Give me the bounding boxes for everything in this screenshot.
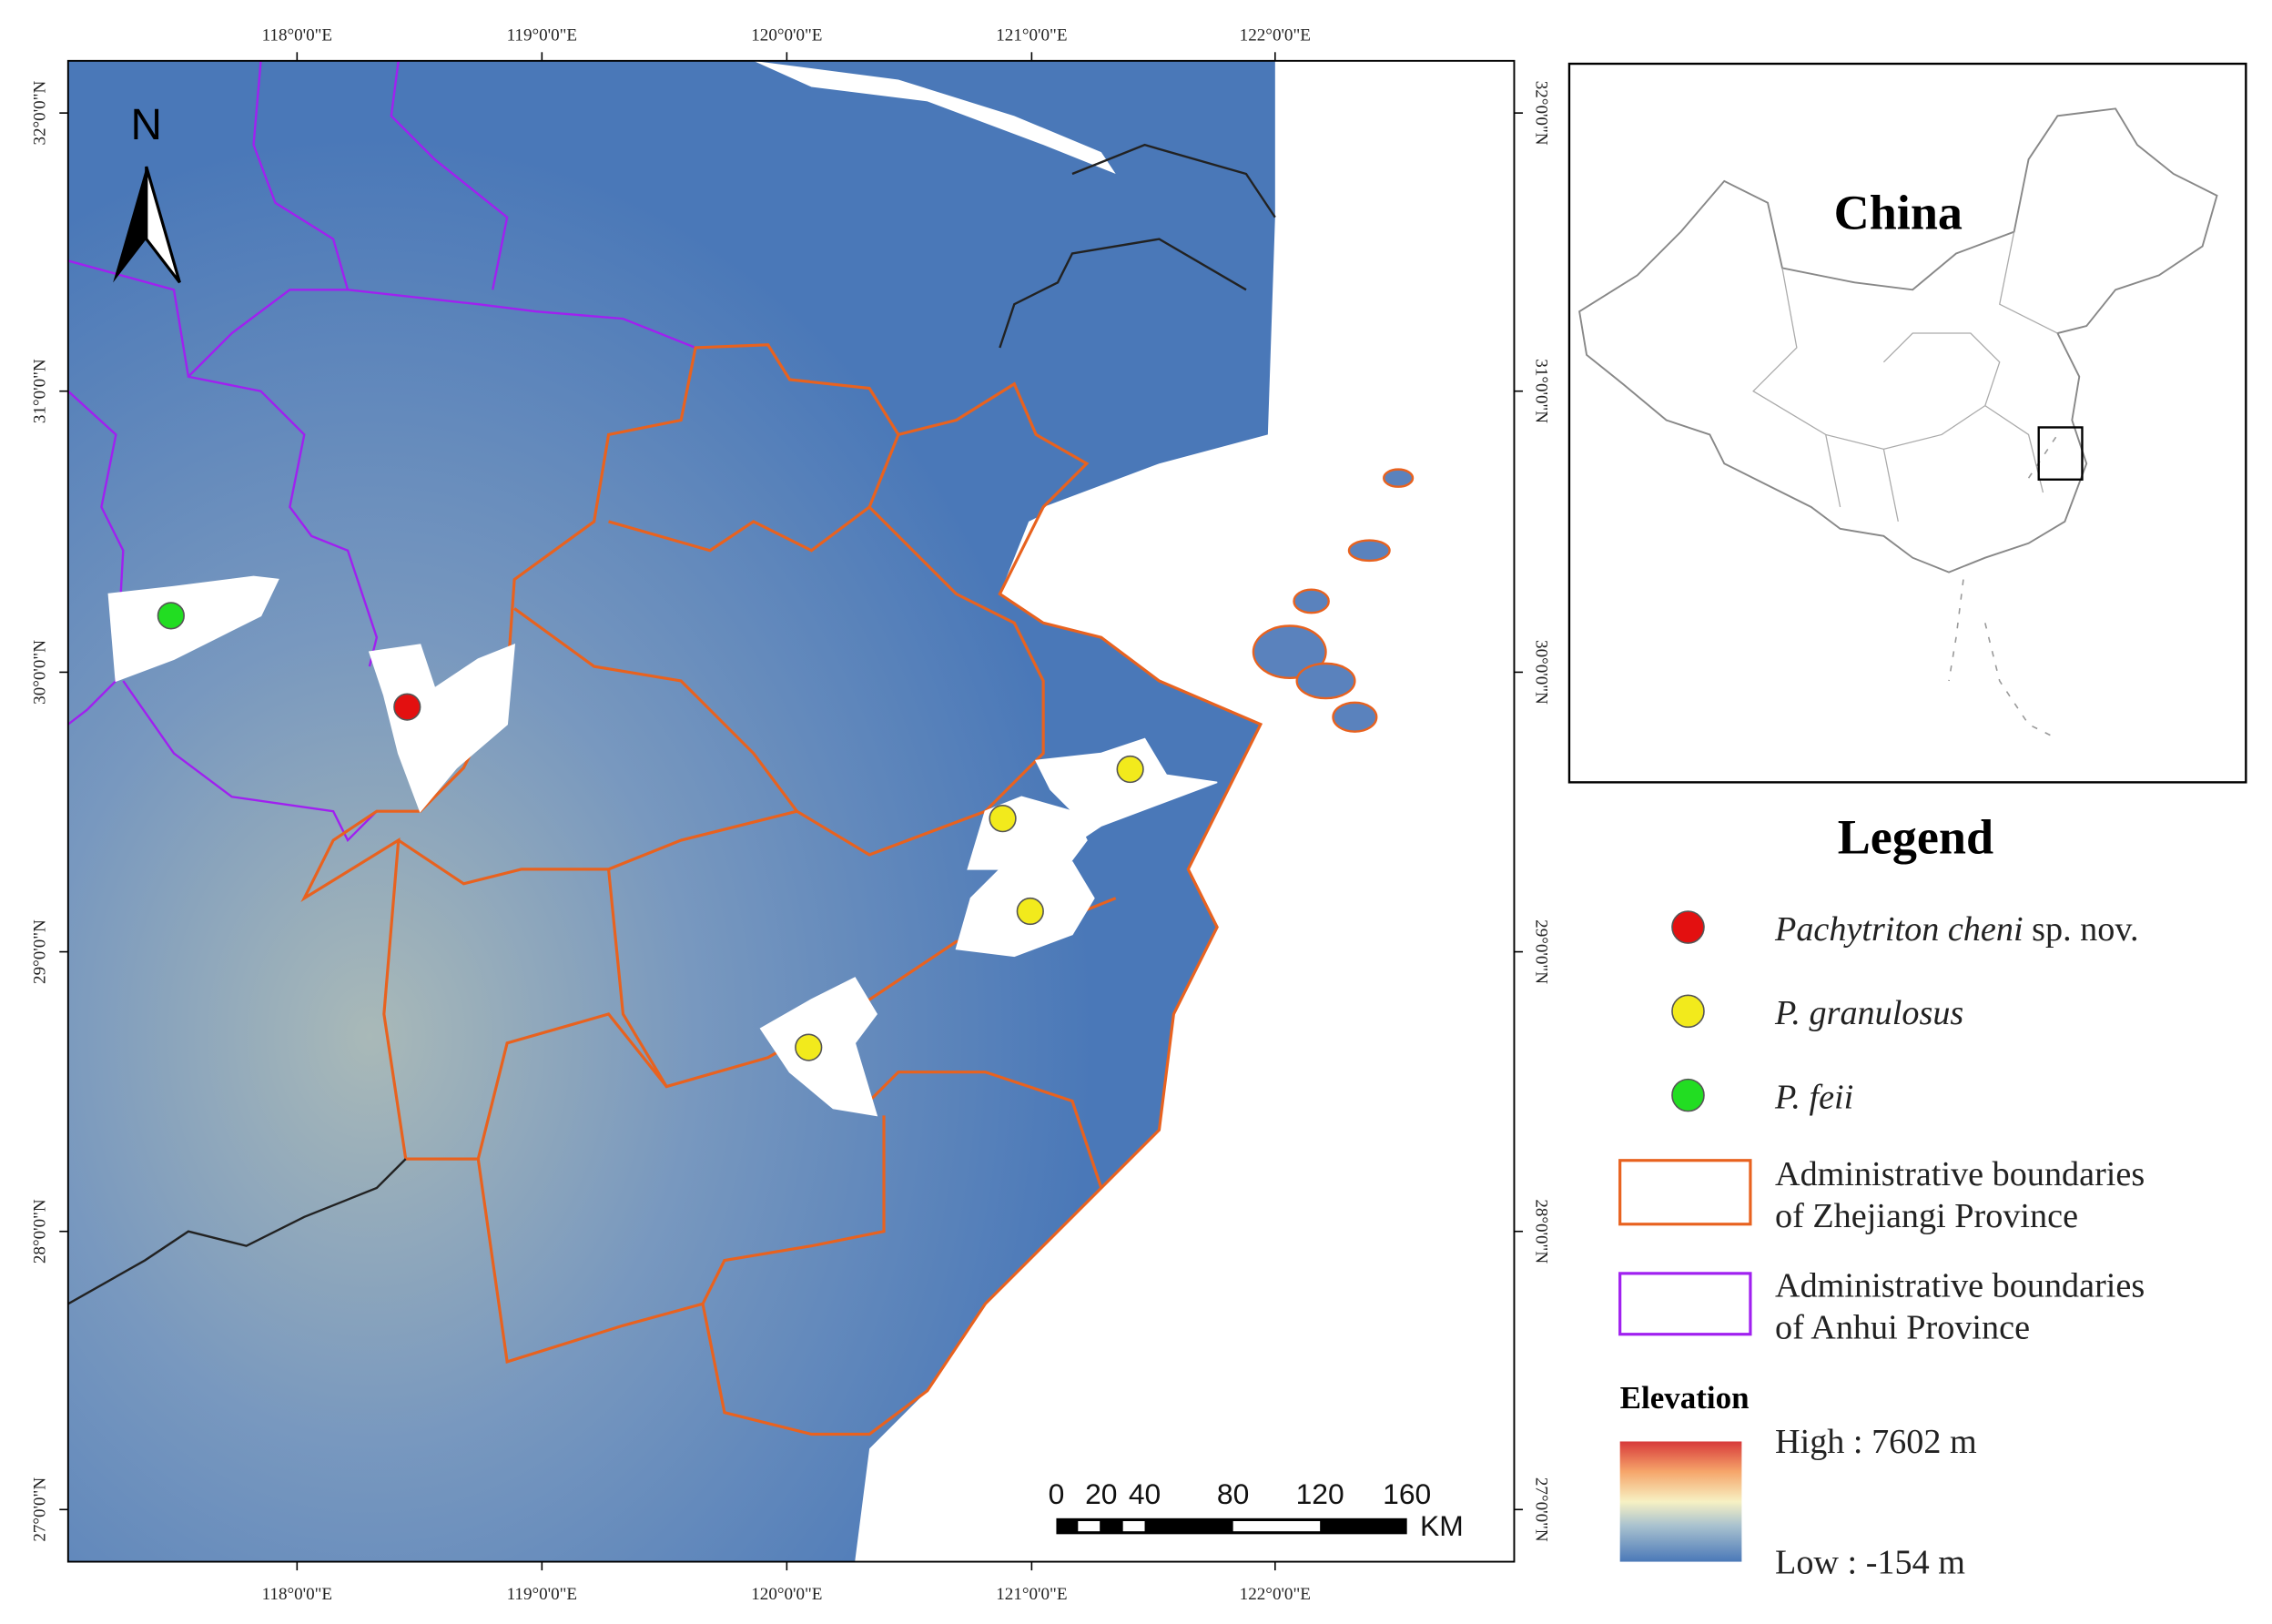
other-boundaries xyxy=(67,143,1276,1305)
lat-label: 30°0'0"N xyxy=(1531,640,1550,705)
scale-label: 120 xyxy=(1296,1477,1344,1510)
site-granulosus xyxy=(795,1033,823,1061)
lat-label: 32°0'0"N xyxy=(30,81,49,146)
scale-label: 20 xyxy=(1085,1477,1117,1510)
sites xyxy=(157,602,1144,1061)
site-feii xyxy=(157,602,185,630)
legend-label: of Zhejiangi Province xyxy=(1775,1197,2078,1235)
legend-label: P. granulosus xyxy=(1774,994,1963,1032)
lon-label: 121°0'0"E xyxy=(996,1585,1067,1604)
islands xyxy=(1252,468,1415,733)
lon-label: 122°0'0"E xyxy=(1240,1585,1311,1604)
map-body xyxy=(67,60,1515,1562)
site-granulosus xyxy=(989,805,1017,833)
map-frame xyxy=(66,59,1516,1563)
elevation-high: High : 7602 m xyxy=(1775,1423,1977,1461)
lat-label: 31°0'0"N xyxy=(30,359,49,423)
legend-swatch xyxy=(1671,910,1705,944)
elevation-ramp xyxy=(1619,1441,1742,1562)
north-arrow: N xyxy=(113,101,181,284)
legend-label-suffix: sp. nov. xyxy=(2032,910,2138,949)
anhui-boundaries xyxy=(67,60,696,843)
scale-bar: 0 20 40 80 120 160 KM xyxy=(1049,1477,1464,1542)
lat-label: 30°0'0"N xyxy=(30,640,49,705)
scale-label: 80 xyxy=(1217,1477,1249,1510)
north-label: N xyxy=(131,101,162,149)
lon-label: 120°0'0"E xyxy=(751,1585,822,1604)
lon-label: 120°0'0"E xyxy=(751,26,822,46)
lat-label: 27°0'0"N xyxy=(30,1477,49,1542)
legend-swatch xyxy=(1618,1159,1752,1226)
scale-unit: KM xyxy=(1420,1509,1464,1542)
legend-title: Legend xyxy=(1838,809,1993,864)
inset-title: China xyxy=(1834,185,1963,239)
yangtze xyxy=(753,60,1116,174)
inset: China xyxy=(1567,62,2247,784)
study-area-box xyxy=(2037,426,2084,481)
legend-label-italic: Pachytriton cheni xyxy=(1774,910,2024,949)
lon-label: 118°0'0"E xyxy=(262,26,333,46)
site-granulosus xyxy=(1016,897,1044,926)
lat-label: 32°0'0"N xyxy=(1531,81,1550,146)
site-cheni xyxy=(393,693,421,721)
legend-label: Administrative boundaries xyxy=(1775,1266,2145,1304)
land xyxy=(67,60,1275,1562)
lat-label: 27°0'0"N xyxy=(1531,1477,1550,1542)
lat-label: 29°0'0"N xyxy=(1531,919,1550,984)
lat-label: 31°0'0"N xyxy=(1531,359,1550,423)
lat-label: 28°0'0"N xyxy=(30,1199,49,1264)
lon-label: 122°0'0"E xyxy=(1240,26,1311,46)
lon-label: 119°0'0"E xyxy=(507,26,578,46)
lon-label: 121°0'0"E xyxy=(996,26,1067,46)
scale-label: 0 xyxy=(1049,1477,1065,1510)
legend-label: Administrative boundaries xyxy=(1775,1155,2145,1193)
legend-label: P. feii xyxy=(1774,1078,1853,1116)
lon-label: 119°0'0"E xyxy=(507,1585,578,1604)
elevation-low: Low : -154 m xyxy=(1775,1543,1965,1581)
legend: Legend Pachytriton cheni sp. nov. P. gra… xyxy=(1618,809,2145,1581)
elevation-title: Elevation xyxy=(1620,1380,1750,1416)
legend-swatch xyxy=(1618,1272,1752,1336)
site-granulosus xyxy=(1116,755,1144,784)
scale-label: 40 xyxy=(1129,1477,1161,1510)
graticule-labels: 118°0'0"E 118°0'0"E 119°0'0"E 119°0'0"E 120°… xyxy=(30,26,1550,1604)
china-outline xyxy=(1578,107,2218,573)
legend-swatch xyxy=(1671,1078,1705,1112)
lat-label: 28°0'0"N xyxy=(1531,1199,1550,1264)
lon-label: 118°0'0"E xyxy=(262,1585,333,1604)
legend-label: Pachytriton cheni sp. nov. xyxy=(1774,910,2139,949)
lat-label: 29°0'0"N xyxy=(30,919,49,984)
legend-swatch xyxy=(1671,994,1705,1029)
scale-label: 160 xyxy=(1383,1477,1431,1510)
legend-label: of Anhui Province xyxy=(1775,1308,2030,1346)
hangzhou-bay xyxy=(999,463,1189,594)
